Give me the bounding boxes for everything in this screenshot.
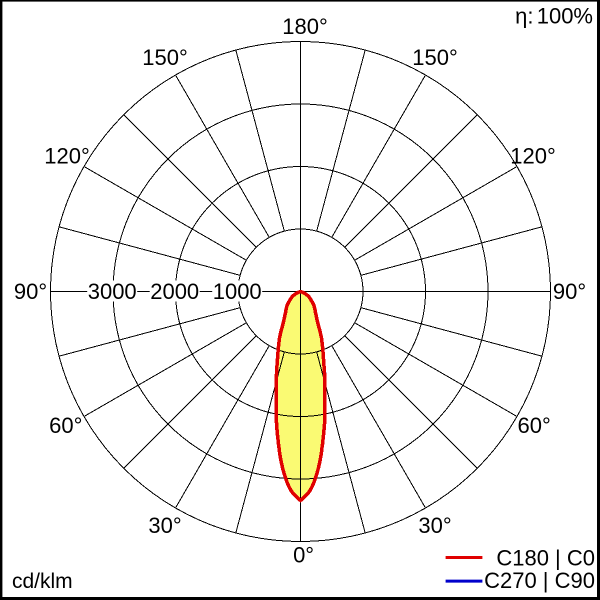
svg-text:150°: 150° — [142, 45, 188, 70]
svg-text:30°: 30° — [148, 513, 181, 538]
svg-text:90°: 90° — [553, 279, 586, 304]
svg-text:C270 | C90: C270 | C90 — [484, 568, 595, 593]
svg-text:120°: 120° — [510, 143, 556, 168]
svg-text:150°: 150° — [412, 45, 458, 70]
svg-text:η:: η: — [515, 3, 533, 28]
svg-text:180°: 180° — [282, 14, 328, 39]
svg-text:2000: 2000 — [150, 279, 199, 304]
svg-text:1000: 1000 — [213, 279, 262, 304]
svg-text:3000: 3000 — [88, 279, 137, 304]
svg-text:120°: 120° — [44, 143, 90, 168]
svg-text:100%: 100% — [537, 3, 593, 28]
svg-text:cd/klm: cd/klm — [12, 570, 73, 593]
svg-text:60°: 60° — [49, 413, 82, 438]
svg-text:0°: 0° — [293, 543, 314, 568]
svg-text:60°: 60° — [518, 413, 551, 438]
svg-text:30°: 30° — [418, 513, 451, 538]
svg-text:90°: 90° — [14, 279, 47, 304]
svg-text:C180 | C0: C180 | C0 — [496, 545, 595, 570]
